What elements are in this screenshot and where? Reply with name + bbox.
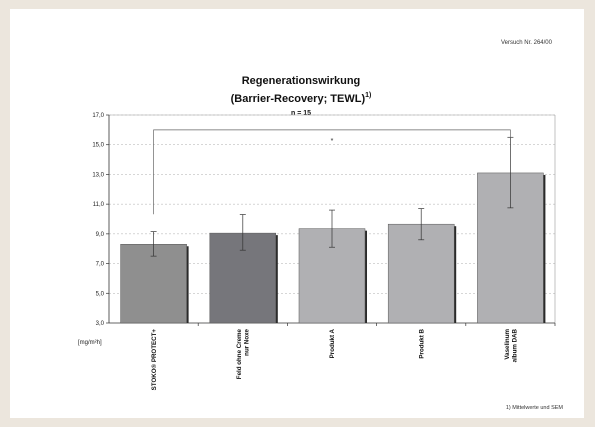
plot-area: 3,0 5,0 7,0 9,0 11,0 13,0 15,0 17,0 STOKO® PROTE… (92, 113, 556, 391)
x-category-label: Feld ohne Cremenur Noxe (236, 328, 251, 379)
significance-bracket (153, 129, 511, 215)
x-category-label: Produkt B (418, 328, 425, 358)
y-tick-label: 9,0 (96, 232, 105, 238)
significance-marker: * (331, 138, 334, 145)
chart-subtitle: (Barrier-Recovery; TEWL)1) (231, 92, 372, 105)
bar (387, 223, 455, 324)
sample-size-label: n = 15 (291, 110, 311, 117)
x-category-label: Produkt A (329, 328, 336, 358)
y-tick-label: 11,0 (93, 202, 105, 208)
bar-chart: Versuch Nr. 264/00 Regenerationswirkung … (78, 40, 564, 411)
footnote: 1) Mittelwerte und SEM (506, 405, 564, 411)
document-number: Versuch Nr. 264/00 (501, 40, 553, 46)
y-tick-label: 17,0 (92, 113, 104, 119)
y-axis-unit-label: [mg/m²h] (78, 340, 102, 346)
y-tick-label: 3,0 (96, 321, 105, 327)
y-tick-label: 5,0 (96, 291, 105, 297)
x-category-label: Vaselinumalbum DAB (504, 328, 519, 362)
y-tick-label: 13,0 (92, 172, 104, 178)
y-tick-label: 7,0 (96, 262, 105, 268)
y-tick-label: 15,0 (92, 143, 104, 149)
document-page: Versuch Nr. 264/00 Regenerationswirkung … (10, 9, 584, 418)
chart-title: Regenerationswirkung (242, 75, 361, 87)
x-category-label: STOKO® PROTECT+ (151, 329, 158, 391)
bar (120, 244, 187, 324)
